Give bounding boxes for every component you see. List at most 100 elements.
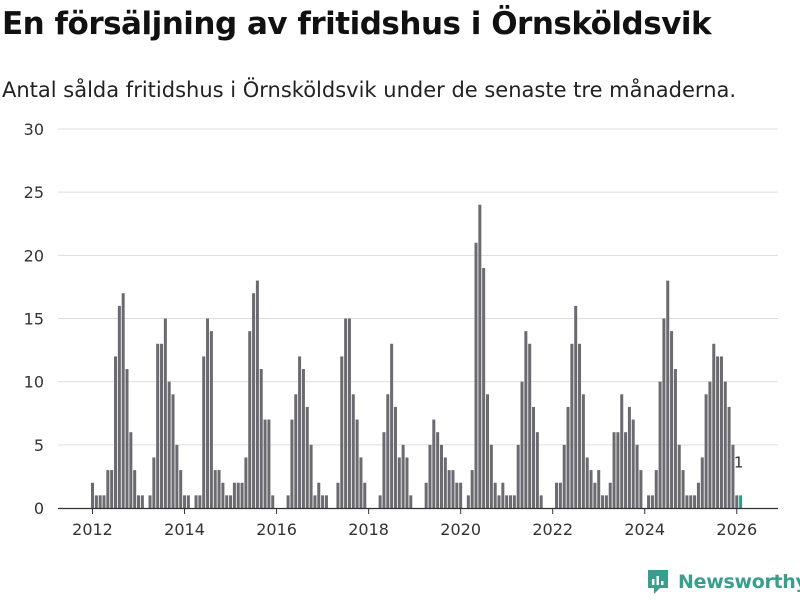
y-tick-label: 0 xyxy=(34,499,44,518)
bar xyxy=(566,406,570,508)
bar xyxy=(110,470,114,508)
bar xyxy=(704,394,708,508)
bar xyxy=(117,305,121,508)
bar xyxy=(585,457,589,508)
bar xyxy=(313,495,317,508)
bar xyxy=(474,242,478,508)
bar xyxy=(137,495,141,508)
bar xyxy=(183,495,187,508)
bar xyxy=(221,482,225,508)
bar xyxy=(390,343,394,508)
bar xyxy=(624,432,628,508)
bar xyxy=(148,495,152,508)
bar xyxy=(654,470,658,508)
bar xyxy=(539,495,543,508)
bar xyxy=(593,482,597,508)
bar xyxy=(555,482,559,508)
bar xyxy=(294,394,298,508)
bar xyxy=(439,444,443,508)
bar xyxy=(255,280,259,508)
newsworthy-logo-icon xyxy=(648,570,668,594)
bar xyxy=(532,406,536,508)
bar xyxy=(505,495,509,508)
bar xyxy=(562,444,566,508)
bar xyxy=(317,482,321,508)
bar xyxy=(232,482,236,508)
bar xyxy=(298,356,302,508)
y-tick-label: 30 xyxy=(24,120,44,139)
bar xyxy=(685,495,689,508)
bar xyxy=(129,432,133,508)
chart-subtitle: Antal sålda fritidshus i Örnsköldsvik un… xyxy=(2,78,737,102)
brand-logo[interactable]: Newsworthy xyxy=(646,568,800,596)
bar xyxy=(658,381,662,508)
y-tick-label: 5 xyxy=(34,436,44,455)
bar xyxy=(156,343,160,508)
bar-highlight xyxy=(739,495,743,508)
bar xyxy=(175,444,179,508)
bar xyxy=(627,406,631,508)
bar xyxy=(340,356,344,508)
bar xyxy=(324,495,328,508)
y-tick-label: 10 xyxy=(24,373,44,392)
bar xyxy=(186,495,190,508)
bar xyxy=(286,495,290,508)
bar xyxy=(516,444,520,508)
bar xyxy=(252,293,256,508)
bar xyxy=(589,470,593,508)
bar xyxy=(121,293,125,508)
bar xyxy=(140,495,144,508)
bar xyxy=(677,444,681,508)
bar xyxy=(271,495,275,508)
bar xyxy=(455,482,459,508)
bar xyxy=(597,470,601,508)
bar xyxy=(723,381,727,508)
axes: 0 5 10 15 20 25 30 1 2012 2014 2016 2018 2020 2022 202… xyxy=(24,120,778,539)
bar xyxy=(719,356,723,508)
bar xyxy=(673,369,677,508)
bar xyxy=(662,318,666,508)
x-tick-label: 2014 xyxy=(164,520,205,539)
bar xyxy=(167,381,171,508)
brand-name: Newsworthy xyxy=(678,571,800,593)
bar xyxy=(716,356,720,508)
bar xyxy=(393,406,397,508)
x-tick-label: 2024 xyxy=(624,520,665,539)
bar xyxy=(209,331,213,508)
bar xyxy=(198,495,202,508)
bar xyxy=(647,495,651,508)
chart-title: En försäljning av fritidshus i Örnskölds… xyxy=(2,6,712,42)
x-tick-label: 2016 xyxy=(256,520,297,539)
bar xyxy=(133,470,137,508)
bar xyxy=(693,495,697,508)
bar xyxy=(486,394,490,508)
bar xyxy=(447,470,451,508)
bar xyxy=(405,457,409,508)
bar xyxy=(631,419,635,508)
bar xyxy=(309,444,313,508)
bar xyxy=(179,470,183,508)
bar xyxy=(712,343,716,508)
bar xyxy=(681,470,685,508)
bar xyxy=(708,381,712,508)
bar xyxy=(604,495,608,508)
bar xyxy=(501,482,505,508)
x-tick-label: 2012 xyxy=(72,520,113,539)
bar xyxy=(689,495,693,508)
bar xyxy=(378,495,382,508)
bar xyxy=(443,457,447,508)
bar xyxy=(171,394,175,508)
bar xyxy=(489,444,493,508)
bar xyxy=(351,394,355,508)
bar xyxy=(620,394,624,508)
bar xyxy=(163,318,167,508)
bar xyxy=(397,457,401,508)
bar xyxy=(466,495,470,508)
x-tick-label: 2022 xyxy=(532,520,573,539)
bar xyxy=(470,470,474,508)
bar xyxy=(570,343,574,508)
bar xyxy=(478,204,482,509)
bar xyxy=(528,343,532,508)
bar xyxy=(459,482,463,508)
